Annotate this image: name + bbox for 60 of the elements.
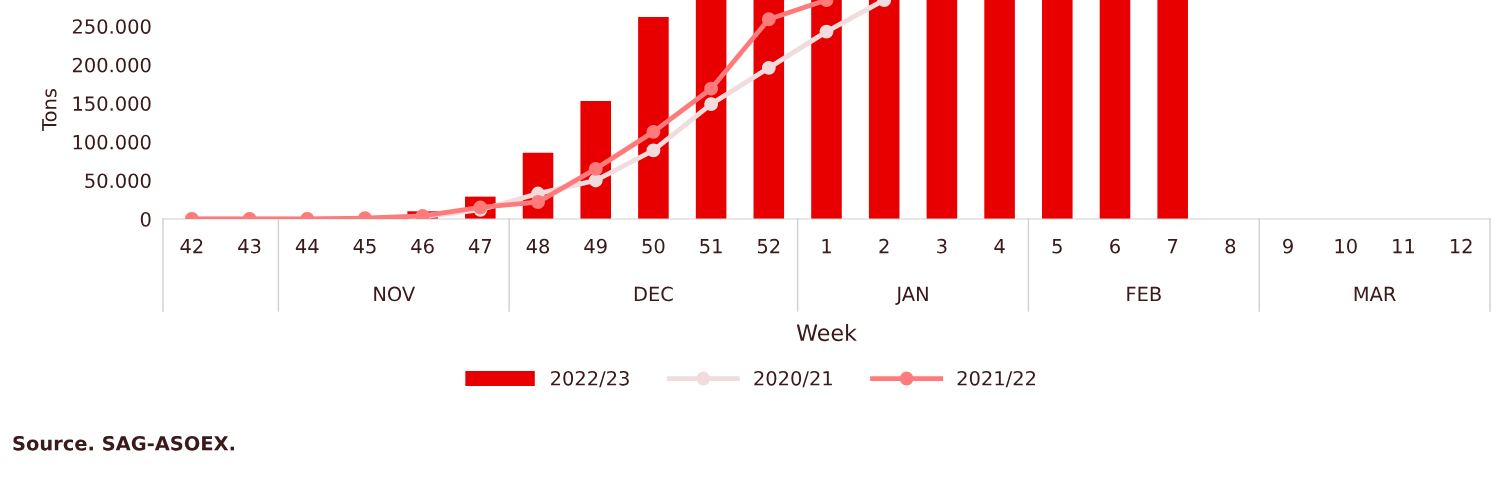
text: MAR — [1354, 286, 1396, 302]
y-tick-label: 100.000 — [73, 134, 151, 150]
point — [531, 195, 545, 209]
x-tick-label: 2 — [879, 238, 889, 254]
x-tick-label: 11 — [1393, 239, 1415, 254]
x-tick-label: 49 — [584, 238, 607, 254]
bar — [811, 0, 842, 219]
x-axis-title: Week — [796, 323, 857, 342]
point — [588, 161, 603, 176]
point — [588, 173, 603, 188]
x-tick-label: 4 — [994, 239, 1005, 254]
x-tick-label: 48 — [526, 238, 550, 254]
y-tick-label: 200.000 — [72, 57, 151, 73]
point — [704, 81, 719, 96]
x-tick-label: 45 — [353, 239, 376, 254]
point — [704, 97, 719, 112]
point — [819, 24, 834, 39]
y-tick-label: 150.000 — [73, 96, 151, 111]
bar — [868, 0, 900, 219]
legend-label: 2021/22 — [957, 370, 1036, 388]
bar — [1099, 0, 1131, 219]
x-tick-label: 47 — [468, 239, 492, 254]
x-tick-label: 43 — [238, 238, 261, 254]
point — [761, 12, 776, 27]
bar — [926, 0, 958, 219]
bar — [1041, 0, 1073, 219]
bar — [1157, 0, 1188, 219]
x-tick-label: 51 — [700, 239, 722, 254]
bar — [984, 0, 1015, 219]
y-tick-label: 250.000 — [72, 19, 151, 34]
x-tick-label: 10 — [1335, 238, 1357, 254]
bar — [638, 16, 669, 219]
legend-label: 2020/21 — [754, 370, 832, 388]
x-tick-label: 9 — [1283, 238, 1293, 254]
x-tick-label: 46 — [411, 238, 434, 254]
x-tick-label: 1 — [822, 239, 831, 254]
x-tick-label: 42 — [180, 238, 203, 254]
x-tick-label: 44 — [295, 239, 319, 254]
x-tick-label: 52 — [757, 238, 780, 254]
x-tick-label: 5 — [1052, 239, 1062, 254]
text: FEB — [1127, 286, 1161, 302]
legend-label: 2022/23 — [551, 370, 629, 388]
x-tick-label: 3 — [937, 238, 947, 254]
x-tick-label: 50 — [642, 238, 665, 254]
x-tick-label: 8 — [1225, 238, 1236, 254]
y-axis-title: Tons — [42, 88, 57, 132]
source-note: Source. SAG-ASOEX. — [13, 435, 235, 451]
point — [646, 124, 661, 139]
point — [761, 60, 776, 75]
point — [646, 143, 661, 158]
y-tick-label: 0 — [140, 211, 151, 227]
bar — [753, 0, 785, 219]
x-tick-label: 7 — [1168, 239, 1178, 254]
x-tick-label: 6 — [1110, 238, 1120, 254]
text: JAN — [895, 286, 928, 305]
bar — [695, 0, 727, 219]
text: NOV — [374, 286, 416, 302]
y-tick-label: 50.000 — [85, 173, 151, 189]
text: DEC — [634, 286, 673, 302]
x-tick-label: 12 — [1450, 238, 1472, 254]
